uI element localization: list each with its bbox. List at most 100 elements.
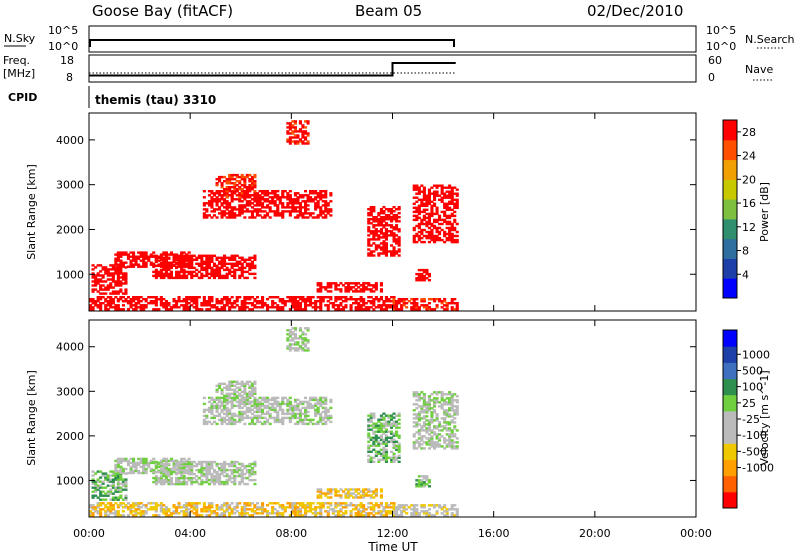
range-gate-cell [177,506,181,509]
range-gate-cell [329,488,333,491]
range-gate-cell [101,480,105,483]
range-gate-cell [202,410,206,414]
range-gate-cell [412,308,416,311]
range-gate-cell [369,428,373,431]
range-gate-cell [427,508,431,511]
range-gate-cell [261,508,265,511]
range-gate-cell [347,284,351,287]
range-gate-cell [91,486,95,489]
range-gate-cell [347,288,351,291]
range-gate-cell [220,196,224,199]
range-gate-cell [268,202,272,205]
range-gate-cell [157,308,161,311]
range-gate-cell [261,512,265,515]
range-gate-cell [162,302,166,305]
range-gate-cell [384,420,388,423]
range-gate-cell [321,402,325,406]
range-gate-cell [357,508,361,511]
range-gate-cell [261,408,265,412]
range-gate-cell [225,406,229,410]
range-gate-cell [417,206,421,209]
range-gate-cell [195,258,199,261]
range-gate-cell [109,488,113,491]
range-gate-cell [243,308,247,311]
range-gate-cell [443,421,447,424]
range-gate-cell [321,196,325,199]
range-gate-cell [415,439,419,442]
range-gate-cell [164,468,168,472]
range-gate-cell [420,230,424,234]
range-gate-cell [379,504,383,507]
range-gate-cell [142,261,146,264]
range-gate-cell [455,230,459,234]
range-gate-cell [157,476,161,480]
range-gate-cell [255,508,259,511]
range-gate-cell [152,300,156,303]
range-gate-cell [238,180,242,183]
range-gate-cell [329,296,333,299]
range-gate-cell [301,130,305,133]
range-gate-cell [298,206,302,209]
range-gate-cell [205,474,209,478]
range-gate-cell [379,512,383,515]
range-gate-cell [116,300,120,303]
range-gate-cell [412,234,416,238]
range-gate-cell [293,510,297,513]
range-gate-cell [298,327,302,330]
range-gate-cell [230,200,234,203]
range-gate-cell [291,198,295,201]
range-gate-cell [230,462,234,466]
range-gate-cell [316,290,320,293]
range-gate-cell [433,431,437,434]
range-gate-cell [99,286,103,289]
range-gate-cell [288,138,292,141]
range-gate-cell [433,504,437,507]
range-gate-cell [374,228,378,231]
range-gate-cell [384,504,388,507]
range-gate-cell [334,488,338,491]
range-gate-cell [301,412,305,416]
range-gate-cell [288,300,292,303]
range-gate-cell [212,192,216,195]
range-gate-cell [435,192,439,195]
range-gate-cell [293,406,297,410]
range-gate-cell [228,178,232,181]
range-gate-cell [210,298,214,301]
range-gate-cell [245,298,249,301]
range-gate-cell [142,257,146,260]
range-gate-cell [384,254,388,257]
range-gate-cell [253,184,257,187]
range-gate-cell [261,396,265,400]
range-gate-cell [220,420,224,424]
range-gate-cell [425,230,429,234]
range-gate-cell [382,206,386,209]
range-gate-cell [253,380,257,383]
range-gate-cell [392,502,396,505]
range-gate-cell [210,274,214,278]
range-gate-cell [412,188,416,191]
range-gate-cell [147,508,151,511]
range-gate-cell [205,266,209,270]
range-gate-cell [185,259,189,262]
range-gate-cell [319,514,323,517]
range-gate-cell [129,467,133,471]
range-gate-cell [450,447,454,450]
range-gate-cell [96,306,100,309]
y-tick-label: 3000 [56,385,84,398]
range-gate-cell [276,204,280,207]
range-gate-cell [121,488,125,491]
range-gate-cell [240,306,244,309]
range-gate-cell [144,265,148,268]
range-gate-cell [334,288,338,291]
range-gate-cell [433,447,437,450]
range-gate-cell [347,496,351,499]
range-gate-cell [200,514,204,517]
date-label: 02/Dec/2010 [587,2,683,20]
range-gate-cell [367,434,371,437]
range-gate-cell [202,254,206,257]
range-gate-cell [435,230,439,234]
range-gate-cell [369,444,373,447]
range-gate-cell [422,279,426,282]
range-gate-cell [319,396,323,400]
range-gate-cell [334,308,338,311]
